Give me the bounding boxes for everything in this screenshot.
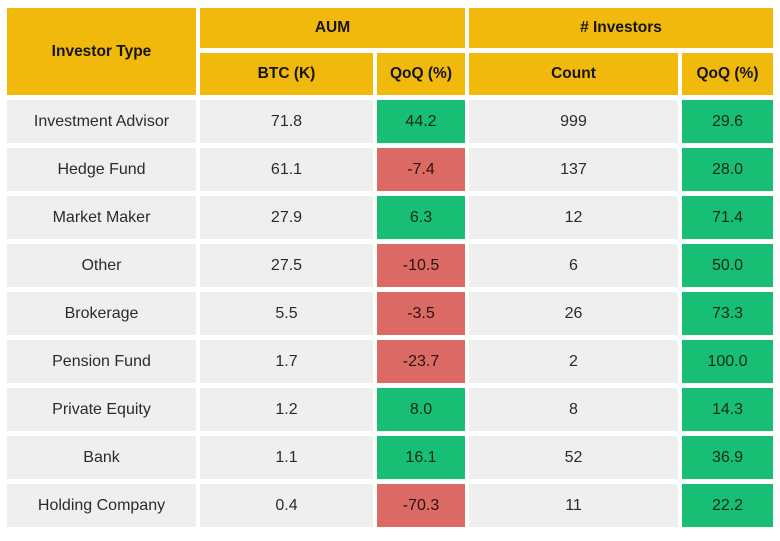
count-cell: 137 — [469, 148, 678, 191]
table-body: Investment Advisor 71.8 44.2 999 29.6 He… — [7, 100, 774, 527]
header-aum-qoq: QoQ (%) — [377, 53, 465, 95]
investor-type-cell: Hedge Fund — [7, 148, 196, 191]
header-btc-k: BTC (K) — [200, 53, 373, 95]
investors-qoq-cell: 14.3 — [682, 388, 774, 431]
investor-type-cell: Pension Fund — [7, 340, 196, 383]
header-group-investors: # Investors — [469, 8, 774, 48]
investors-qoq-cell: 29.6 — [682, 100, 774, 143]
count-cell: 52 — [469, 436, 678, 479]
count-cell: 8 — [469, 388, 678, 431]
investors-qoq-cell: 36.9 — [682, 436, 774, 479]
header-count: Count — [469, 53, 678, 95]
aum-qoq-cell: 16.1 — [377, 436, 465, 479]
investor-aum-table: Investor Type AUM # Investors BTC (K) Qo… — [3, 3, 777, 532]
count-cell: 6 — [469, 244, 678, 287]
btc-value-cell: 5.5 — [200, 292, 373, 335]
aum-qoq-cell: 44.2 — [377, 100, 465, 143]
investors-qoq-cell: 71.4 — [682, 196, 774, 239]
table-row: Private Equity 1.2 8.0 8 14.3 — [7, 388, 774, 431]
aum-qoq-cell: -23.7 — [377, 340, 465, 383]
investors-qoq-cell: 73.3 — [682, 292, 774, 335]
investors-qoq-cell: 22.2 — [682, 484, 774, 527]
investor-type-cell: Holding Company — [7, 484, 196, 527]
table-row: Other 27.5 -10.5 6 50.0 — [7, 244, 774, 287]
count-cell: 26 — [469, 292, 678, 335]
header-group-aum: AUM — [200, 8, 465, 48]
btc-value-cell: 27.5 — [200, 244, 373, 287]
header-investors-qoq: QoQ (%) — [682, 53, 774, 95]
btc-value-cell: 1.1 — [200, 436, 373, 479]
btc-value-cell: 27.9 — [200, 196, 373, 239]
investor-type-cell: Investment Advisor — [7, 100, 196, 143]
investor-type-cell: Bank — [7, 436, 196, 479]
count-cell: 11 — [469, 484, 678, 527]
investors-qoq-cell: 100.0 — [682, 340, 774, 383]
header-investor-type: Investor Type — [7, 8, 196, 95]
investor-type-cell: Private Equity — [7, 388, 196, 431]
aum-qoq-cell: -7.4 — [377, 148, 465, 191]
investor-type-cell: Other — [7, 244, 196, 287]
table-row: Brokerage 5.5 -3.5 26 73.3 — [7, 292, 774, 335]
table-row: Bank 1.1 16.1 52 36.9 — [7, 436, 774, 479]
aum-qoq-cell: -70.3 — [377, 484, 465, 527]
btc-value-cell: 0.4 — [200, 484, 373, 527]
table-row: Pension Fund 1.7 -23.7 2 100.0 — [7, 340, 774, 383]
table-row: Hedge Fund 61.1 -7.4 137 28.0 — [7, 148, 774, 191]
aum-qoq-cell: -3.5 — [377, 292, 465, 335]
aum-qoq-cell: -10.5 — [377, 244, 465, 287]
count-cell: 999 — [469, 100, 678, 143]
btc-value-cell: 1.7 — [200, 340, 373, 383]
count-cell: 12 — [469, 196, 678, 239]
investor-type-cell: Brokerage — [7, 292, 196, 335]
aum-qoq-cell: 8.0 — [377, 388, 465, 431]
investor-type-cell: Market Maker — [7, 196, 196, 239]
table-row: Holding Company 0.4 -70.3 11 22.2 — [7, 484, 774, 527]
table-row: Market Maker 27.9 6.3 12 71.4 — [7, 196, 774, 239]
table-header: Investor Type AUM # Investors BTC (K) Qo… — [7, 8, 774, 95]
btc-value-cell: 1.2 — [200, 388, 373, 431]
count-cell: 2 — [469, 340, 678, 383]
table-row: Investment Advisor 71.8 44.2 999 29.6 — [7, 100, 774, 143]
aum-qoq-cell: 6.3 — [377, 196, 465, 239]
btc-value-cell: 61.1 — [200, 148, 373, 191]
btc-value-cell: 71.8 — [200, 100, 373, 143]
investors-qoq-cell: 50.0 — [682, 244, 774, 287]
investors-qoq-cell: 28.0 — [682, 148, 774, 191]
